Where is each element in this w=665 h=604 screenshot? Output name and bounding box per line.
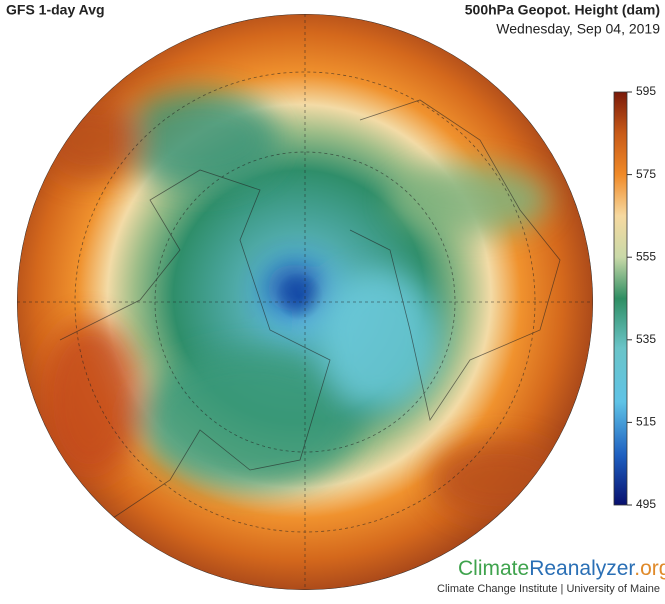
variable: 500hPa Geopot. Height (dam) — [465, 2, 660, 18]
title: GFS 1-day Avg — [6, 2, 105, 18]
brand-part: .org — [634, 557, 665, 580]
colorbar-label: 535 — [636, 332, 656, 346]
colorbar-label: 495 — [636, 497, 656, 511]
brand-part: Reanalyzer — [529, 557, 635, 580]
colorbar-label: 555 — [636, 249, 656, 263]
colorbar-label: 595 — [636, 84, 656, 98]
brand: ClimateReanalyzer.org — [458, 557, 665, 580]
brand-subtitle: Climate Change Institute | University of… — [437, 583, 660, 595]
colorbar-label: 515 — [636, 415, 656, 429]
date: Wednesday, Sep 04, 2019 — [496, 21, 660, 37]
colorbar-label: 575 — [636, 167, 656, 181]
globe — [17, 14, 593, 590]
colorbar: 595 575 555 535 515 495 — [613, 84, 656, 511]
brand-part: Climate — [458, 557, 529, 580]
